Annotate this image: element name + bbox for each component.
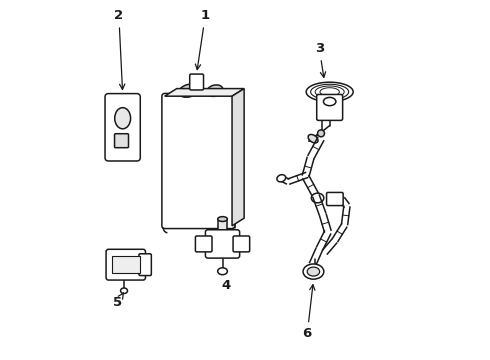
- Ellipse shape: [115, 108, 131, 129]
- Ellipse shape: [318, 130, 324, 137]
- Ellipse shape: [306, 82, 353, 102]
- Text: 2: 2: [114, 9, 125, 89]
- Ellipse shape: [323, 98, 336, 106]
- Ellipse shape: [194, 78, 199, 84]
- Ellipse shape: [179, 84, 199, 97]
- FancyBboxPatch shape: [139, 254, 151, 275]
- Ellipse shape: [218, 217, 227, 221]
- Polygon shape: [165, 89, 244, 96]
- Ellipse shape: [277, 175, 286, 182]
- Ellipse shape: [121, 288, 127, 293]
- FancyBboxPatch shape: [205, 230, 240, 258]
- FancyBboxPatch shape: [196, 236, 212, 252]
- FancyBboxPatch shape: [326, 193, 343, 206]
- FancyBboxPatch shape: [190, 74, 203, 90]
- Text: 4: 4: [221, 279, 231, 292]
- Text: 6: 6: [303, 285, 315, 340]
- Ellipse shape: [218, 268, 227, 275]
- Bar: [112, 256, 140, 274]
- FancyBboxPatch shape: [105, 94, 140, 161]
- Polygon shape: [232, 89, 244, 226]
- Ellipse shape: [207, 85, 223, 96]
- Ellipse shape: [307, 267, 319, 276]
- FancyBboxPatch shape: [317, 94, 343, 120]
- Text: 1: 1: [196, 9, 210, 69]
- Ellipse shape: [308, 134, 318, 143]
- FancyBboxPatch shape: [162, 94, 235, 229]
- Polygon shape: [218, 219, 227, 234]
- Ellipse shape: [311, 193, 324, 203]
- Text: 5: 5: [113, 293, 123, 309]
- Ellipse shape: [303, 264, 324, 279]
- FancyBboxPatch shape: [115, 134, 128, 148]
- FancyBboxPatch shape: [106, 249, 146, 280]
- FancyBboxPatch shape: [233, 236, 250, 252]
- Text: 3: 3: [315, 42, 326, 77]
